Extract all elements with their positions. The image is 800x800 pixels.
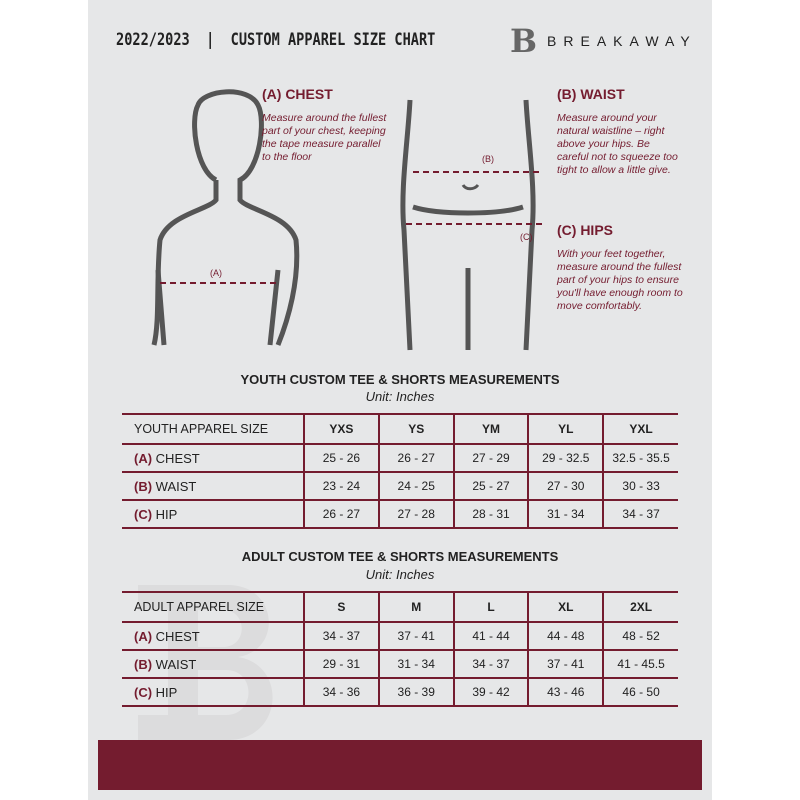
size-label: ADULT APPAREL SIZE: [122, 591, 304, 623]
hips-marker: (C): [520, 232, 533, 242]
youth-size-table: YOUTH APPAREL SIZE YXS YS YM YL YXL (A) CHES…: [122, 413, 678, 529]
upper-body-figure: [151, 89, 300, 346]
size-header: XL: [527, 591, 604, 623]
row-code: (A): [134, 450, 153, 466]
row-name: CHEST: [155, 450, 200, 466]
adult-size-table: ADULT APPAREL SIZE S M L XL 2XL (A) CHEST 34…: [122, 591, 678, 707]
row-name: HIP: [155, 684, 178, 700]
hips-description: With your feet together, measure around …: [557, 248, 683, 312]
chest-heading: (A) CHEST: [262, 86, 333, 102]
cell: 24 - 25: [377, 471, 454, 501]
row-label: (C) HIP: [122, 499, 304, 529]
adult-table-title: ADULT CUSTOM TEE & SHORTS MEASUREMENTS: [241, 549, 559, 564]
table-row: (A) CHEST 34 - 37 37 - 41 41 - 44 44 - 48 48…: [122, 621, 678, 651]
table-row: (C) HIP 26 - 27 27 - 28 28 - 31 31 - 34 34 -…: [122, 499, 678, 529]
cell: 34 - 37: [303, 621, 379, 651]
cell: 34 - 36: [303, 677, 379, 707]
hips-heading: (C) HIPS: [557, 222, 613, 238]
waist-description: Measure around your natural waistline – …: [557, 112, 678, 176]
row-name: WAIST: [155, 656, 197, 672]
row-label: (B) WAIST: [122, 471, 304, 501]
table-row: (B) WAIST 23 - 24 24 - 25 25 - 27 27 - 30 30…: [122, 471, 678, 501]
row-label: (A) CHEST: [122, 621, 304, 651]
row-code: (C): [134, 684, 153, 700]
cell: 41 - 45.5: [602, 649, 678, 679]
row-label: (A) CHEST: [122, 443, 304, 473]
cell: 27 - 30: [527, 471, 604, 501]
cell: 25 - 27: [452, 471, 529, 501]
cell: 46 - 50: [602, 677, 678, 707]
table-row: (A) CHEST 25 - 26 26 - 27 27 - 29 29 - 32.5…: [122, 443, 678, 473]
cell: 34 - 37: [452, 649, 529, 679]
cell: 37 - 41: [377, 621, 454, 651]
page-title: 2022/2023 | CUSTOM APPAREL SIZE CHART: [116, 30, 436, 50]
cell: 31 - 34: [377, 649, 454, 679]
cell: 34 - 37: [602, 499, 678, 529]
row-code: (A): [134, 628, 153, 644]
row-code: (B): [134, 656, 153, 672]
cell: 27 - 28: [377, 499, 454, 529]
cell: 44 - 48: [527, 621, 604, 651]
table-header-row: ADULT APPAREL SIZE S M L XL 2XL: [122, 591, 678, 623]
size-header: L: [452, 591, 529, 623]
table-header-row: YOUTH APPAREL SIZE YXS YS YM YL YXL: [122, 413, 678, 445]
size-header: S: [303, 591, 379, 623]
youth-table-title: YOUTH CUSTOM TEE & SHORTS MEASUREMENTS: [240, 372, 560, 387]
size-header: YL: [527, 413, 604, 445]
row-label: (C) HIP: [122, 677, 304, 707]
cell: 39 - 42: [452, 677, 529, 707]
brand-logo-icon: B: [510, 22, 538, 60]
size-header: 2XL: [602, 591, 678, 623]
cell: 43 - 46: [527, 677, 604, 707]
cell: 41 - 44: [452, 621, 529, 651]
waist-marker: (B): [482, 154, 494, 164]
brand: B BREAKAWAY: [510, 22, 697, 60]
chest-description: Measure around the fullest part of your …: [262, 112, 387, 163]
row-code: (C): [134, 506, 153, 522]
waist-heading: (B) WAIST: [557, 86, 625, 102]
brand-name: BREAKAWAY: [547, 33, 697, 49]
row-name: WAIST: [155, 478, 197, 494]
cell: 26 - 27: [377, 443, 454, 473]
size-label: YOUTH APPAREL SIZE: [122, 413, 304, 445]
row-code: (B): [134, 478, 153, 494]
size-header: M: [377, 591, 454, 623]
cell: 28 - 31: [452, 499, 529, 529]
size-header: YXS: [303, 413, 379, 445]
youth-unit: Unit: Inches: [365, 389, 435, 404]
table-row: (C) HIP 34 - 36 36 - 39 39 - 42 43 - 46 46 -…: [122, 677, 678, 707]
chest-marker: (A): [210, 268, 222, 278]
cell: 27 - 29: [452, 443, 529, 473]
cell: 31 - 34: [527, 499, 604, 529]
footer-band: [98, 740, 702, 790]
cell: 32.5 - 35.5: [602, 443, 678, 473]
cell: 48 - 52: [602, 621, 678, 651]
cell: 37 - 41: [527, 649, 604, 679]
cell: 25 - 26: [303, 443, 379, 473]
row-name: HIP: [155, 506, 178, 522]
cell: 36 - 39: [377, 677, 454, 707]
table-row: (B) WAIST 29 - 31 31 - 34 34 - 37 37 - 41 41…: [122, 649, 678, 679]
cell: 29 - 32.5: [527, 443, 604, 473]
size-chart-page: 2022/2023 | CUSTOM APPAREL SIZE CHART B …: [88, 0, 712, 800]
adult-unit: Unit: Inches: [365, 567, 435, 582]
lower-body-figure: [400, 99, 536, 351]
cell: 26 - 27: [303, 499, 379, 529]
row-name: CHEST: [155, 628, 200, 644]
cell: 29 - 31: [303, 649, 379, 679]
size-header: YS: [377, 413, 454, 445]
cell: 23 - 24: [303, 471, 379, 501]
cell: 30 - 33: [602, 471, 678, 501]
size-header: YM: [452, 413, 529, 445]
body-illustrations: (A): [151, 89, 543, 351]
size-header: YXL: [602, 413, 678, 445]
row-label: (B) WAIST: [122, 649, 304, 679]
